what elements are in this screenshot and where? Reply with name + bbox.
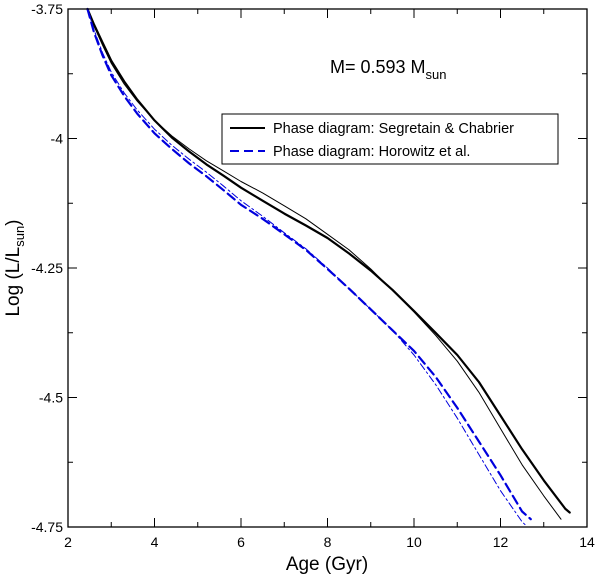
mass-annotation-subscript: sun xyxy=(426,67,447,82)
x-tick-label: 4 xyxy=(151,534,159,550)
series-line-3 xyxy=(86,7,532,521)
y-tick-label: -4.5 xyxy=(39,390,63,406)
y-tick-label: -4 xyxy=(51,131,64,147)
ticks-layer: 2 4 6 8 10 12 14 -3.75 -4 -4.25 -4.5 -4.75 xyxy=(31,1,595,550)
x-tick-label: 8 xyxy=(324,534,332,550)
y-tick-label: -4.75 xyxy=(31,519,63,535)
x-tick-label: 2 xyxy=(64,534,72,550)
series-line-2 xyxy=(87,8,562,520)
y-tick-label: -4.25 xyxy=(31,260,63,276)
mass-annotation: M= 0.593 Msun xyxy=(330,57,447,82)
y-tick-label: -3.75 xyxy=(31,1,63,17)
x-axis-title: Age (Gyr) xyxy=(286,554,368,575)
legend-box xyxy=(221,113,559,165)
y-axis-title-suffix: ) xyxy=(3,219,24,225)
series-line-4 xyxy=(87,8,527,527)
x-tick-label: 12 xyxy=(493,534,509,550)
x-tick-label: 6 xyxy=(237,534,245,550)
legend-label-horowitz: Phase diagram: Horowitz et al. xyxy=(273,144,470,160)
mass-annotation-main: M= 0.593 M xyxy=(330,57,426,77)
series-layer xyxy=(86,7,571,527)
x-tick-label: 10 xyxy=(406,534,422,550)
series-line-1 xyxy=(86,7,571,514)
legend-label-segretain: Phase diagram: Segretain & Chabrier xyxy=(273,121,514,137)
legend: Phase diagram: Segretain & Chabrier Phas… xyxy=(221,113,559,165)
x-tick-label: 14 xyxy=(579,534,595,550)
y-axis-title: Log (L/Lsun) xyxy=(3,219,27,316)
y-axis-title-subscript: sun xyxy=(12,226,27,247)
plot-frame xyxy=(67,8,588,528)
y-axis-title-main: Log (L/L xyxy=(3,247,24,317)
